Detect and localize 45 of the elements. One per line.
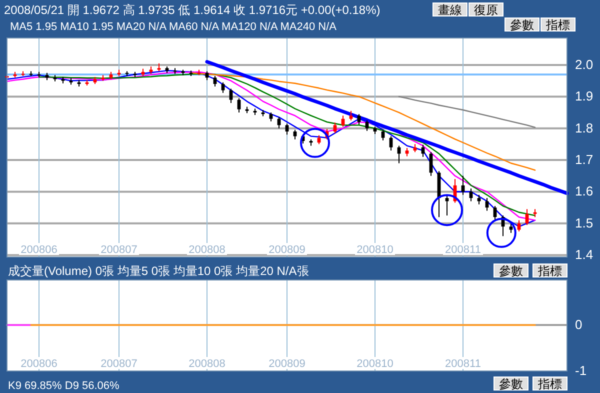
y-tick-label: 1.5 bbox=[575, 215, 594, 230]
x-tick-label: 200807 bbox=[100, 244, 138, 256]
x-tick-label: 200809 bbox=[268, 358, 306, 370]
candlestick bbox=[349, 110, 353, 121]
line-series bbox=[190, 72, 536, 171]
text: 參數 bbox=[510, 18, 534, 32]
y-tick-label: 1.8 bbox=[575, 120, 594, 136]
x-tick-label: 200810 bbox=[356, 358, 394, 370]
candlestick bbox=[381, 129, 385, 141]
text: 參數 bbox=[499, 264, 523, 278]
y-tick-label: 0 bbox=[575, 317, 582, 332]
x-tick-label: 200808 bbox=[188, 244, 226, 256]
chart-title: 2008/05/21 開 1.9672 高 1.9735 低 1.9614 收 1.9716元 +0.00(+0.18%) bbox=[4, 3, 380, 17]
text: 指標 bbox=[537, 377, 562, 391]
text: 畫線 bbox=[438, 3, 462, 17]
candlestick bbox=[469, 188, 473, 202]
candlestick bbox=[285, 123, 289, 136]
x-tick-label: 200808 bbox=[188, 358, 226, 370]
text: 指標 bbox=[545, 18, 570, 32]
y-tick-label: 2.0 bbox=[575, 56, 594, 72]
x-tick-label: 200811 bbox=[445, 358, 481, 370]
candlestick bbox=[213, 76, 217, 87]
y-tick-label: 1.7 bbox=[575, 152, 594, 168]
y-tick-label: 1.4 bbox=[575, 247, 594, 262]
text: 參數 bbox=[499, 377, 523, 391]
x-tick-label: 200807 bbox=[100, 358, 138, 370]
x-tick-label: 200810 bbox=[356, 244, 394, 256]
y-tick-label: 1.9 bbox=[575, 88, 594, 104]
y-tick-label: 1.6 bbox=[575, 184, 594, 199]
candlestick bbox=[485, 198, 489, 212]
x-tick-label: 200809 bbox=[268, 244, 306, 256]
candlestick bbox=[221, 82, 225, 94]
candlestick bbox=[365, 120, 369, 132]
y-tick-label: -1 bbox=[575, 363, 587, 378]
candlestick bbox=[357, 114, 361, 126]
line-series bbox=[398, 96, 536, 128]
chart-title: 成交量(Volume) 0張 均量5 0張 均量10 0張 均量20 N/A張 bbox=[8, 264, 309, 278]
x-tick-label: 200806 bbox=[20, 358, 58, 370]
chart-subtitle: MA5 1.95 MA10 1.95 MA20 N/A MA60 N/A MA120 N/A MA240 N/A bbox=[10, 21, 338, 33]
text: 復原 bbox=[474, 3, 498, 17]
x-tick-label: 200806 bbox=[20, 244, 58, 256]
x-tick-label: 200811 bbox=[445, 244, 481, 256]
text: 指標 bbox=[537, 264, 562, 278]
candlestick bbox=[333, 122, 337, 134]
text: K9 69.85% D9 56.06% bbox=[8, 380, 120, 392]
